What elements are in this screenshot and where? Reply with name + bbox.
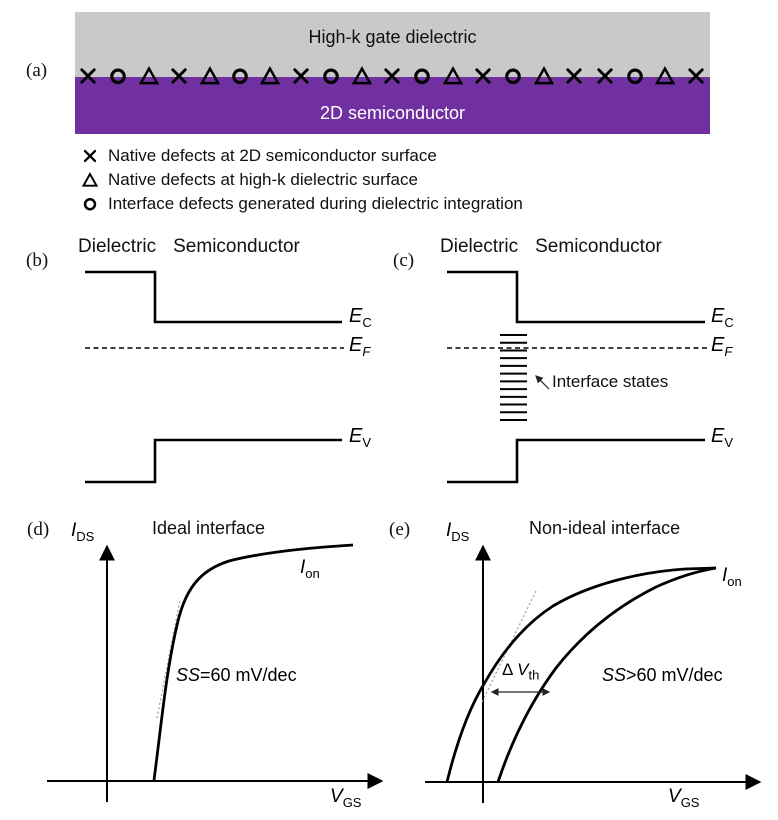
triangle-defect-icon [442,66,463,85]
ideal-transfer-plot [47,543,384,802]
x-defect-icon [293,68,309,84]
triangle-defect-icon [260,66,281,85]
ideal-transfer-curve [152,543,354,781]
triangle-defect-icon [199,66,220,85]
legend-text: Native defects at 2D semiconductor surfa… [108,146,437,165]
panel-c-letter: (c) [393,250,415,271]
semiconductor-layer-label: 2D semiconductor [319,103,466,123]
circle-defect-icon [627,68,643,85]
dielectric-layer-label: High-k gate dielectric [308,27,477,47]
legend-text: Native defects at high-k dielectric surf… [108,170,418,189]
ev-label: EV [349,425,372,450]
panel-c-header: Dielectric Semiconductor [440,236,662,258]
vth-shift-label: Δ Vth [502,660,540,683]
dielectric-layer: High-k gate dielectric [75,12,710,77]
circle-defect-icon [83,198,97,211]
vgs-axis-label: VGS [330,786,362,810]
dielectric-header-label: Dielectric [78,236,157,257]
interface-defect-row [78,66,706,86]
circle-defect-icon [505,68,522,85]
triangle-defect-icon [655,66,676,85]
x-defect-icon [83,149,97,163]
semiconductor-header-label: Semiconductor [173,236,300,257]
band-diagram-nonideal [447,270,708,484]
ss-tangent-dotted-line [481,588,538,703]
legend-text: Interface defects generated during diele… [108,194,523,213]
triangle-defect-icon [351,66,372,85]
panel-e-letter: (e) [389,519,411,540]
circle-defect-icon [414,68,431,85]
ss-value-label: SS=60 mV/dec [176,665,297,685]
valence-band-line [85,438,342,484]
triangle-defect-icon [138,66,159,85]
conduction-band-line [447,270,705,324]
x-defect-icon [688,68,704,84]
x-defect-icon [384,68,400,84]
ef-label: EF [711,334,733,359]
legend-item: Native defects at high-k dielectric surf… [82,169,523,191]
interface-states-pointer-arrow [535,375,550,390]
legend-symbol [82,172,108,188]
pristine-transfer-curve [445,566,717,783]
triangle-defect-icon [82,172,98,187]
triangle-defect-icon [533,66,554,85]
x-defect-icon [475,68,491,84]
interface-states-annotation: Interface states [552,372,669,391]
ids-axis-label: IDS [446,520,470,544]
defect-legend: Native defects at 2D semiconductor surfa… [82,145,523,215]
circle-defect-icon [232,68,248,85]
legend-symbol [82,148,108,164]
vgs-axis-label: VGS [668,786,700,810]
ec-label: EC [349,305,372,330]
band-diagram-ideal [85,270,344,484]
x-defect-icon [566,68,582,84]
panel-b-header: Dielectric Semiconductor [78,236,300,258]
nonideal-transfer-plot [425,544,762,803]
ids-axis-label: IDS [71,520,95,544]
ev-label: EV [711,425,734,450]
shifted-transfer-curve [496,566,717,783]
ec-label: EC [711,305,734,330]
interface-states-lines [500,334,527,421]
panel-d-letter: (d) [27,519,50,540]
dielectric-header-label: Dielectric [440,236,519,257]
legend-item: Native defects at 2D semiconductor surfa… [82,145,523,167]
legend-item: Interface defects generated during diele… [82,193,523,215]
conduction-band-line [85,270,342,324]
x-defect-icon [80,68,96,84]
circle-defect-icon [323,68,339,85]
nonideal-plot-title: Non-ideal interface [529,518,681,538]
circle-defect-icon [110,68,127,85]
x-defect-icon [596,68,613,84]
ion-label: Ion [722,565,742,589]
semiconductor-header-label: Semiconductor [535,236,662,257]
x-defect-icon [171,68,187,84]
ideal-plot-title: Ideal interface [152,518,266,538]
valence-band-line [447,438,705,484]
ss-value-label: SS>60 mV/dec [602,665,723,685]
ion-label: Ion [300,557,320,581]
ss-tangent-dotted-line [156,599,181,719]
semiconductor-layer: 2D semiconductor [75,77,710,134]
panel-b-letter: (b) [26,250,49,271]
legend-symbol [82,196,108,212]
ef-label: EF [349,334,371,359]
panel-a-letter: (a) [26,60,48,81]
